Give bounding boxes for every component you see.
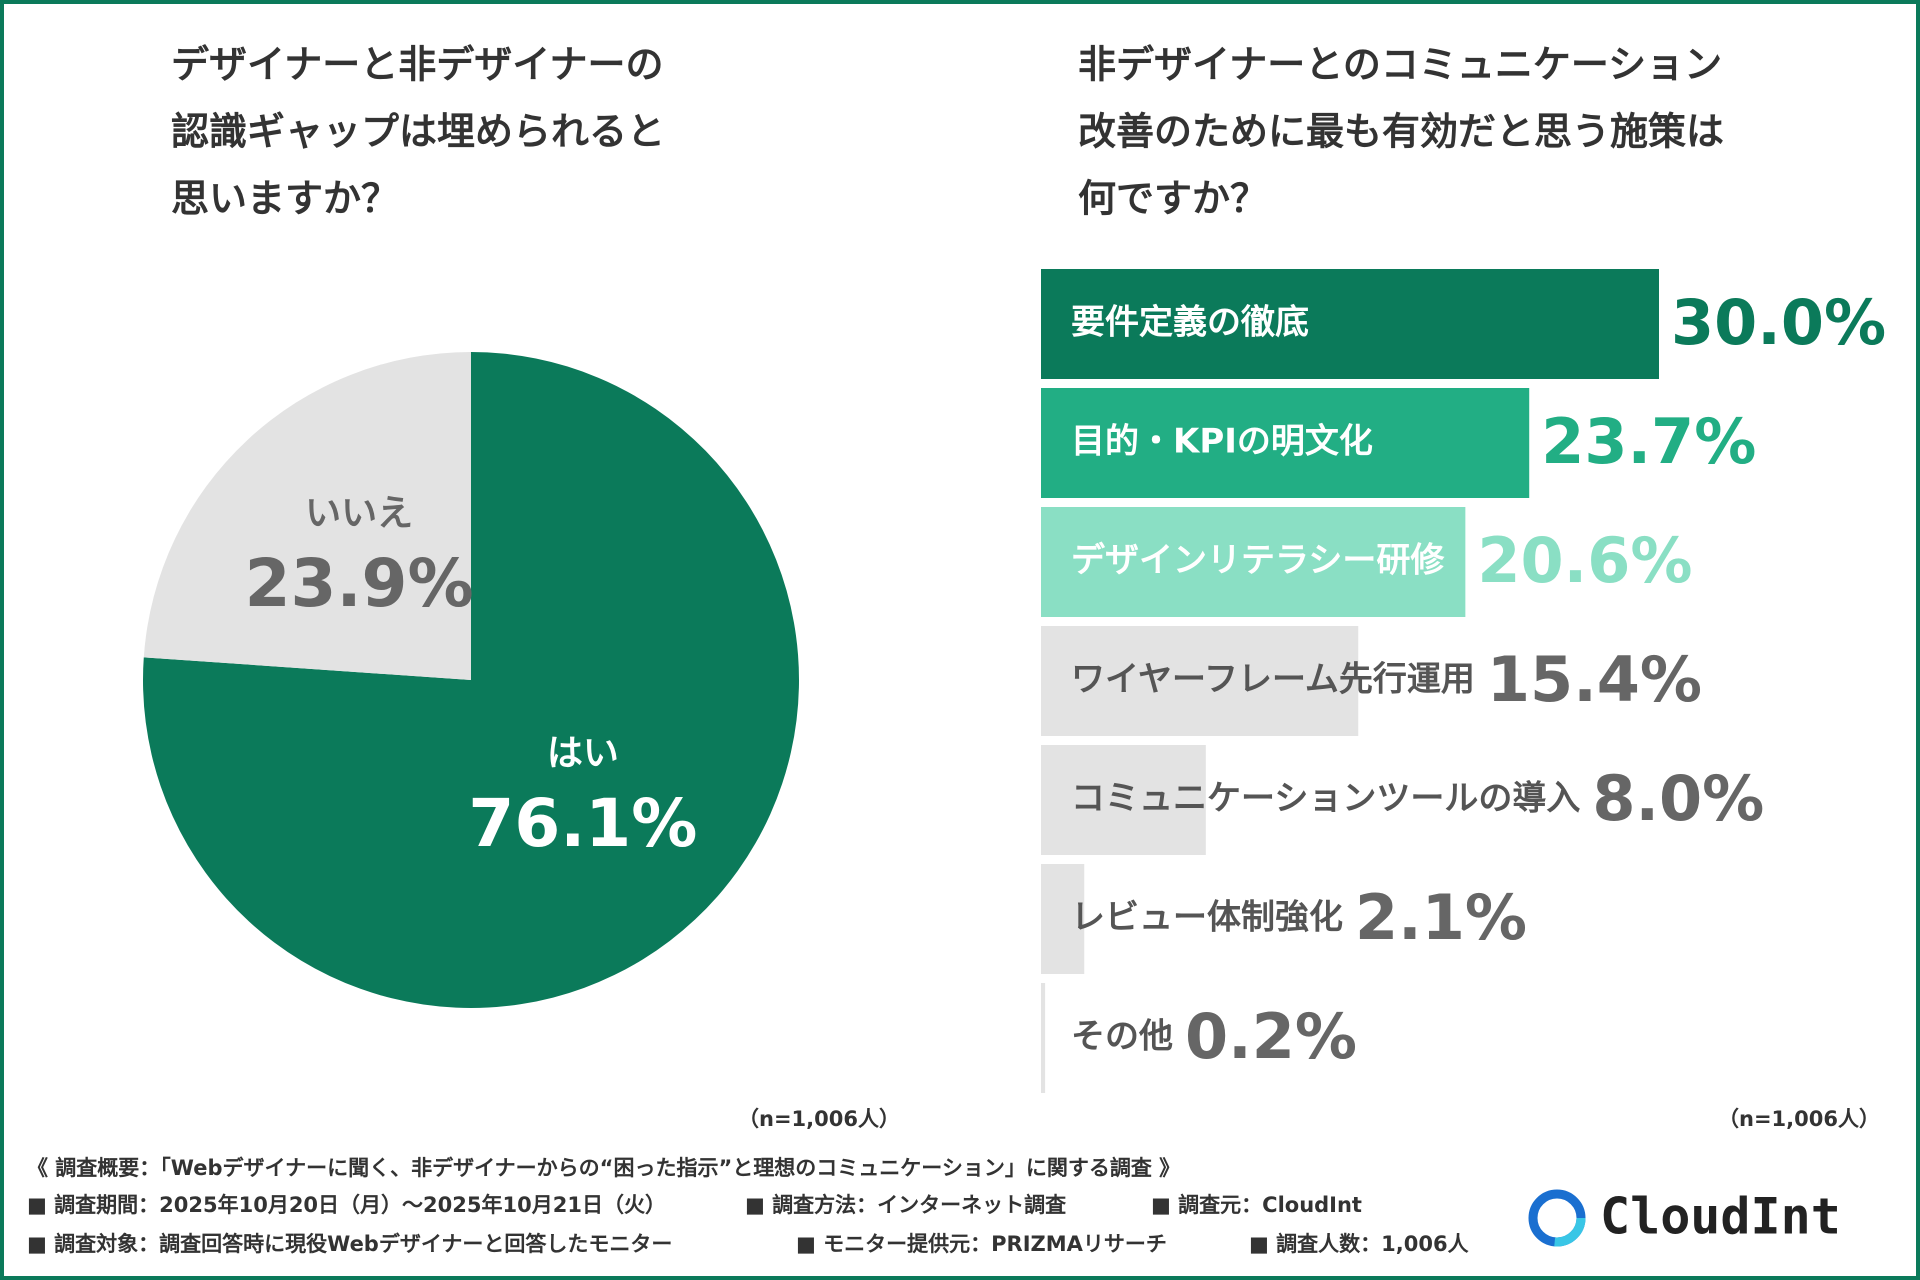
- bar-category: デザインリテラシー研修: [1071, 541, 1445, 581]
- survey-detail: ■ 調査対象：調査回答時に現役Webデザイナーと回答したモニター: [27, 1232, 672, 1256]
- logo-icon-accent: [1528, 1189, 1586, 1247]
- pie-slice: [143, 352, 472, 680]
- bar: [1041, 507, 1466, 617]
- survey-detail: ■ 調査人数：1,006人: [1249, 1232, 1469, 1256]
- logo-text: CloudInt: [1600, 1188, 1841, 1246]
- bar-value-label: 23.7%: [1541, 405, 1756, 478]
- bar-category: 要件定義の徹底: [1071, 303, 1309, 343]
- bar-value-label: 0.2%: [1185, 1000, 1357, 1073]
- bar: [1041, 388, 1530, 498]
- chart-title: 改善のために最も有効だと思う施策は: [1078, 110, 1724, 154]
- survey-summary: 《 調査概要：「Webデザイナーに聞く、非デザイナーからの“困った指示”と理想の…: [27, 1156, 1180, 1180]
- bar: [1041, 269, 1659, 379]
- bar-value-label: 30.0%: [1671, 286, 1886, 359]
- bar: [1041, 864, 1085, 974]
- chart-title: 認識ギャップは埋められると: [171, 110, 665, 154]
- bar-value-label: 2.1%: [1355, 881, 1527, 954]
- bar-category: 目的・KPIの明文化: [1071, 422, 1373, 462]
- slice-category: いいえ: [305, 493, 413, 534]
- bar-value-label: 20.6%: [1477, 524, 1692, 597]
- bar-category: レビュー体制強化: [1071, 898, 1343, 938]
- slice-value-label: 23.9%: [245, 545, 474, 622]
- bar-value-label: 8.0%: [1592, 762, 1764, 835]
- survey-detail: ■ モニター提供元：PRIZMAリサーチ: [796, 1232, 1167, 1256]
- survey-detail: ■ 調査期間：2025年10月20日（月）〜2025年10月21日（火）: [27, 1193, 666, 1217]
- bar: [1041, 626, 1359, 736]
- slice-category: はい: [547, 733, 619, 774]
- sample-note: （n=1,006人）: [1718, 1107, 1880, 1131]
- chart-title: 思いますか？: [171, 177, 399, 221]
- survey-detail: ■ 調査方法：インターネット調査: [745, 1193, 1066, 1217]
- slice-value-label: 76.1%: [468, 785, 697, 862]
- bar-category: コミュニケーションツールの導入: [1071, 779, 1580, 819]
- bar-value-label: 15.4%: [1487, 643, 1702, 716]
- bar-category: ワイヤーフレーム先行運用: [1071, 660, 1475, 700]
- bar-category: その他: [1071, 1017, 1173, 1057]
- bar: [1041, 745, 1206, 855]
- sample-note: （n=1,006人）: [738, 1107, 900, 1131]
- chart-title: デザイナーと非デザイナーの: [171, 43, 663, 87]
- chart-title: 非デザイナーとのコミュニケーション: [1078, 43, 1722, 87]
- bar: [1041, 983, 1046, 1093]
- survey-detail: ■ 調査元：CloudInt: [1151, 1193, 1362, 1217]
- chart-title: 何ですか？: [1078, 177, 1268, 221]
